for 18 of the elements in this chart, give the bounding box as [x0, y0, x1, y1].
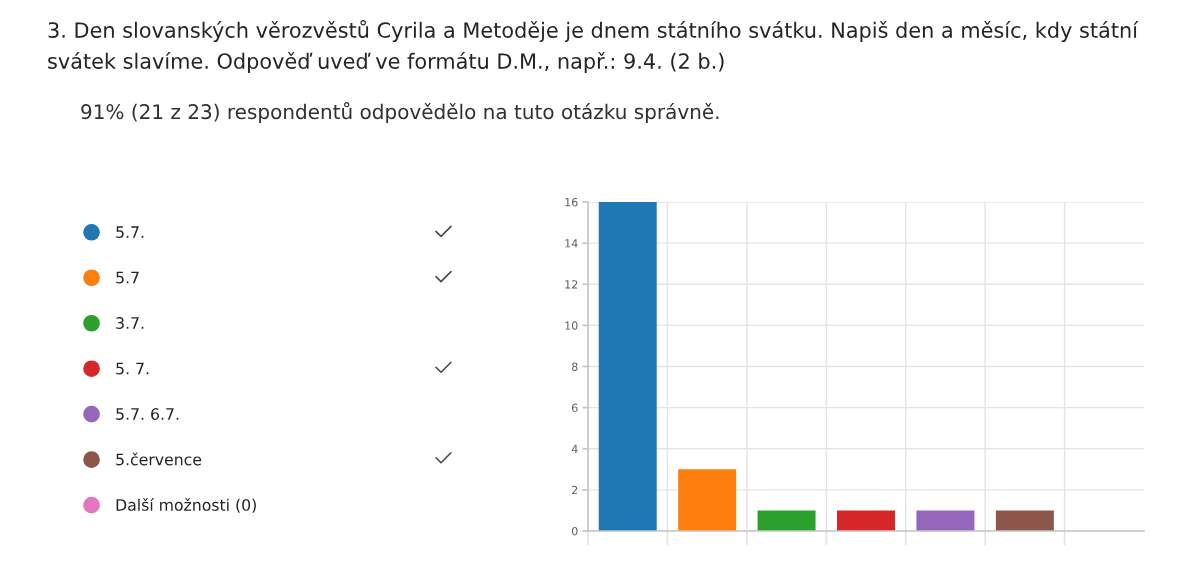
y-tick-label: 0	[571, 526, 578, 536]
legend-label: Další možnosti (0)	[116, 498, 256, 513]
chart-title: 3. Den slovanských věrozvěstů Cyrila a Metoděje je dnem státního svátku. Napiš den a měsíc, kdy státní svátek slavíme. Odpověď uveď ve formátu D.M., např.: 9.4. (2 b.)	[48, 20, 1139, 73]
legend-label: 5.7. 6.7.	[116, 408, 179, 420]
y-tick-label: 8	[571, 362, 578, 371]
y-tick-label: 4	[571, 444, 578, 453]
text: 91% (21 z 23) respondentů odpovědělo na tuto otázku správně.	[81, 102, 719, 124]
y-tick-label: 10	[565, 321, 578, 330]
y-tick-label: 2	[572, 485, 578, 495]
y-tick-label: 6	[571, 403, 578, 412]
legend-label: 5. 7.	[116, 362, 149, 375]
y-tick-label: 16	[565, 197, 578, 207]
legend-label: 5.7.	[116, 226, 144, 238]
legend-label: 5.7	[116, 271, 139, 284]
y-tick-label: 12	[565, 280, 578, 289]
y-tick-label: 14	[565, 239, 578, 248]
legend-label: 5.července	[116, 452, 202, 466]
legend-label: 3.7.	[116, 317, 144, 329]
